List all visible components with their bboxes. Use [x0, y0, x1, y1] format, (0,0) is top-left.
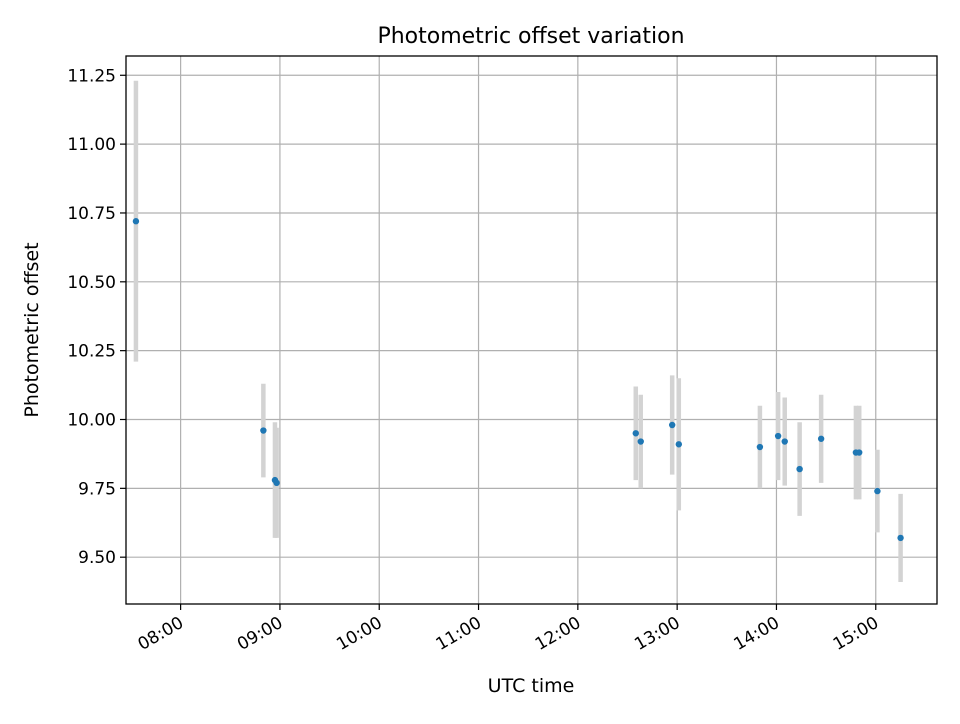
y-axis-label: Photometric offset: [21, 242, 43, 417]
x-tick-label: 15:00: [830, 613, 882, 655]
data-point: [668, 421, 676, 429]
data-point: [756, 443, 764, 451]
data-point: [781, 438, 788, 445]
x-tick-label: 09:00: [234, 613, 286, 655]
data-point: [856, 449, 863, 456]
y-tick-label: 9.75: [78, 479, 116, 499]
x-axis-ticks: 08:00 09:00 10:00 11:00 12:00 13:00 14:00 15:00: [135, 604, 882, 655]
errorbar-layer: [133, 80, 903, 582]
x-axis-label: UTC time: [488, 675, 575, 697]
chart-title: Photometric offset variation: [377, 24, 684, 49]
point-layer: [132, 218, 904, 542]
y-tick-label: 10.75: [67, 204, 116, 224]
x-tick-label: 08:00: [135, 613, 187, 655]
y-tick-label: 10.00: [67, 410, 116, 430]
data-point: [817, 435, 825, 442]
x-tick-label: 10:00: [333, 613, 385, 655]
y-tick-label: 10.50: [67, 273, 116, 293]
y-tick-label: 11.25: [67, 66, 116, 86]
x-tick-label: 14:00: [731, 613, 783, 655]
x-tick-label: 13:00: [631, 613, 683, 655]
data-point: [874, 487, 881, 495]
y-tick-label: 10.25: [67, 342, 116, 362]
data-point: [774, 432, 782, 440]
data-point: [796, 465, 803, 473]
data-point: [260, 427, 267, 434]
data-point: [132, 218, 140, 225]
data-point: [675, 441, 683, 448]
grid-layer: [126, 56, 937, 604]
x-tick-label: 12:00: [532, 613, 584, 655]
plot-frame: [125, 55, 938, 605]
data-point: [273, 479, 280, 487]
data-point: [897, 534, 904, 542]
y-tick-label: 9.50: [78, 548, 116, 568]
y-tick-label: 11.00: [67, 135, 116, 155]
data-point: [632, 430, 639, 437]
x-tick-label: 11:00: [433, 613, 485, 655]
data-point: [637, 438, 644, 445]
y-axis-ticks: 9.50 9.75 10.00 10.25 10.50 10.75 11.00 11.25: [67, 66, 126, 568]
